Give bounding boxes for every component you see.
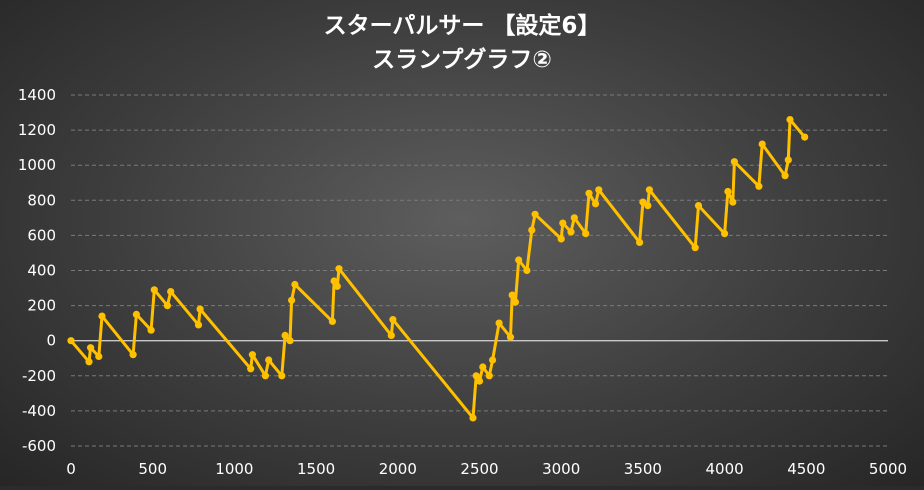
data-point: [508, 291, 516, 299]
data-point: [784, 156, 792, 164]
x-tick-label: 0: [66, 460, 76, 478]
data-point: [511, 298, 519, 306]
data-point: [194, 321, 203, 329]
data-point: [758, 140, 766, 148]
y-tick-label: 1400: [18, 86, 56, 104]
data-point: [567, 228, 575, 236]
data-point: [636, 238, 644, 246]
data-point: [489, 356, 497, 364]
y-tick-label: 400: [27, 262, 56, 280]
y-tick-label: 1000: [18, 156, 56, 174]
data-point: [582, 230, 590, 238]
x-tick-label: 1500: [297, 460, 335, 478]
data-point: [472, 372, 480, 380]
x-tick-label: 500: [138, 460, 167, 478]
data-point: [95, 352, 103, 361]
data-point: [132, 310, 140, 318]
y-tick-label: -200: [22, 367, 56, 385]
data-point: [645, 186, 654, 194]
data-point: [694, 202, 703, 210]
x-tick-label: 4500: [787, 460, 825, 478]
data-point: [281, 331, 289, 339]
data-point: [585, 189, 593, 197]
data-point: [265, 356, 273, 364]
data-point: [730, 158, 739, 166]
data-point: [98, 312, 106, 320]
data-point: [278, 372, 286, 380]
y-tick-label: 600: [27, 226, 56, 244]
data-point: [150, 286, 158, 294]
data-point: [479, 363, 487, 371]
y-axis-ticks: 1400 1200 1000 800 600 400 200 0 -200 -400 -600: [18, 86, 56, 455]
data-point: [485, 372, 493, 380]
series-group: [67, 116, 809, 422]
data-point: [389, 316, 397, 324]
data-point: [469, 414, 477, 422]
data-point: [163, 302, 171, 310]
data-point: [330, 277, 338, 285]
data-point: [129, 351, 137, 359]
data-point: [286, 337, 294, 345]
data-point: [721, 230, 729, 238]
data-point: [85, 358, 93, 366]
data-point: [87, 344, 95, 352]
y-tick-label: 200: [27, 297, 56, 315]
data-point: [247, 365, 255, 373]
data-point: [729, 198, 737, 206]
data-point: [528, 226, 536, 234]
data-point: [515, 256, 523, 264]
chart-subtitle: スランプグラフ②: [372, 46, 552, 73]
data-point: [291, 280, 299, 289]
x-tick-label: 2000: [379, 460, 417, 478]
data-point: [755, 182, 763, 190]
x-tick-label: 2500: [460, 460, 498, 478]
x-axis-ticks: 0 500 1000 1500 2000 2500 3000 3500 4000 4500 5000: [66, 460, 907, 478]
data-point: [781, 172, 789, 180]
data-point: [335, 265, 343, 273]
data-point: [531, 210, 539, 218]
data-point: [261, 372, 269, 380]
data-point: [506, 333, 515, 341]
series-line: [69, 118, 806, 420]
x-tick-label: 5000: [869, 460, 907, 478]
data-point: [570, 214, 578, 222]
data-point: [67, 337, 75, 345]
data-point: [288, 296, 296, 304]
y-tick-label: 800: [27, 191, 56, 209]
data-point: [801, 133, 809, 141]
data-point: [333, 282, 341, 290]
y-tick-label: -600: [22, 437, 56, 455]
data-point: [248, 351, 256, 359]
data-point: [691, 244, 699, 252]
data-point: [644, 202, 652, 210]
data-point: [196, 305, 204, 313]
y-tick-label: 0: [46, 332, 56, 350]
data-point: [557, 235, 565, 243]
x-tick-label: 1000: [215, 460, 253, 478]
data-point: [147, 326, 155, 334]
data-point: [387, 331, 395, 339]
x-tick-label: 4000: [706, 460, 744, 478]
data-point: [724, 187, 732, 196]
data-point: [595, 186, 603, 194]
x-tick-label: 3500: [624, 460, 662, 478]
y-tick-label: -400: [22, 402, 56, 420]
data-point: [591, 200, 600, 208]
data-point: [523, 266, 531, 275]
y-tick-label: 1200: [18, 121, 56, 139]
x-tick-label: 3000: [542, 460, 580, 478]
data-point: [786, 116, 794, 124]
data-point: [328, 317, 336, 325]
data-point: [559, 219, 567, 227]
data-point: [475, 377, 484, 385]
data-point: [167, 288, 175, 296]
data-point: [495, 319, 503, 327]
chart-title: スターパルサー 【設定6】: [324, 12, 601, 39]
